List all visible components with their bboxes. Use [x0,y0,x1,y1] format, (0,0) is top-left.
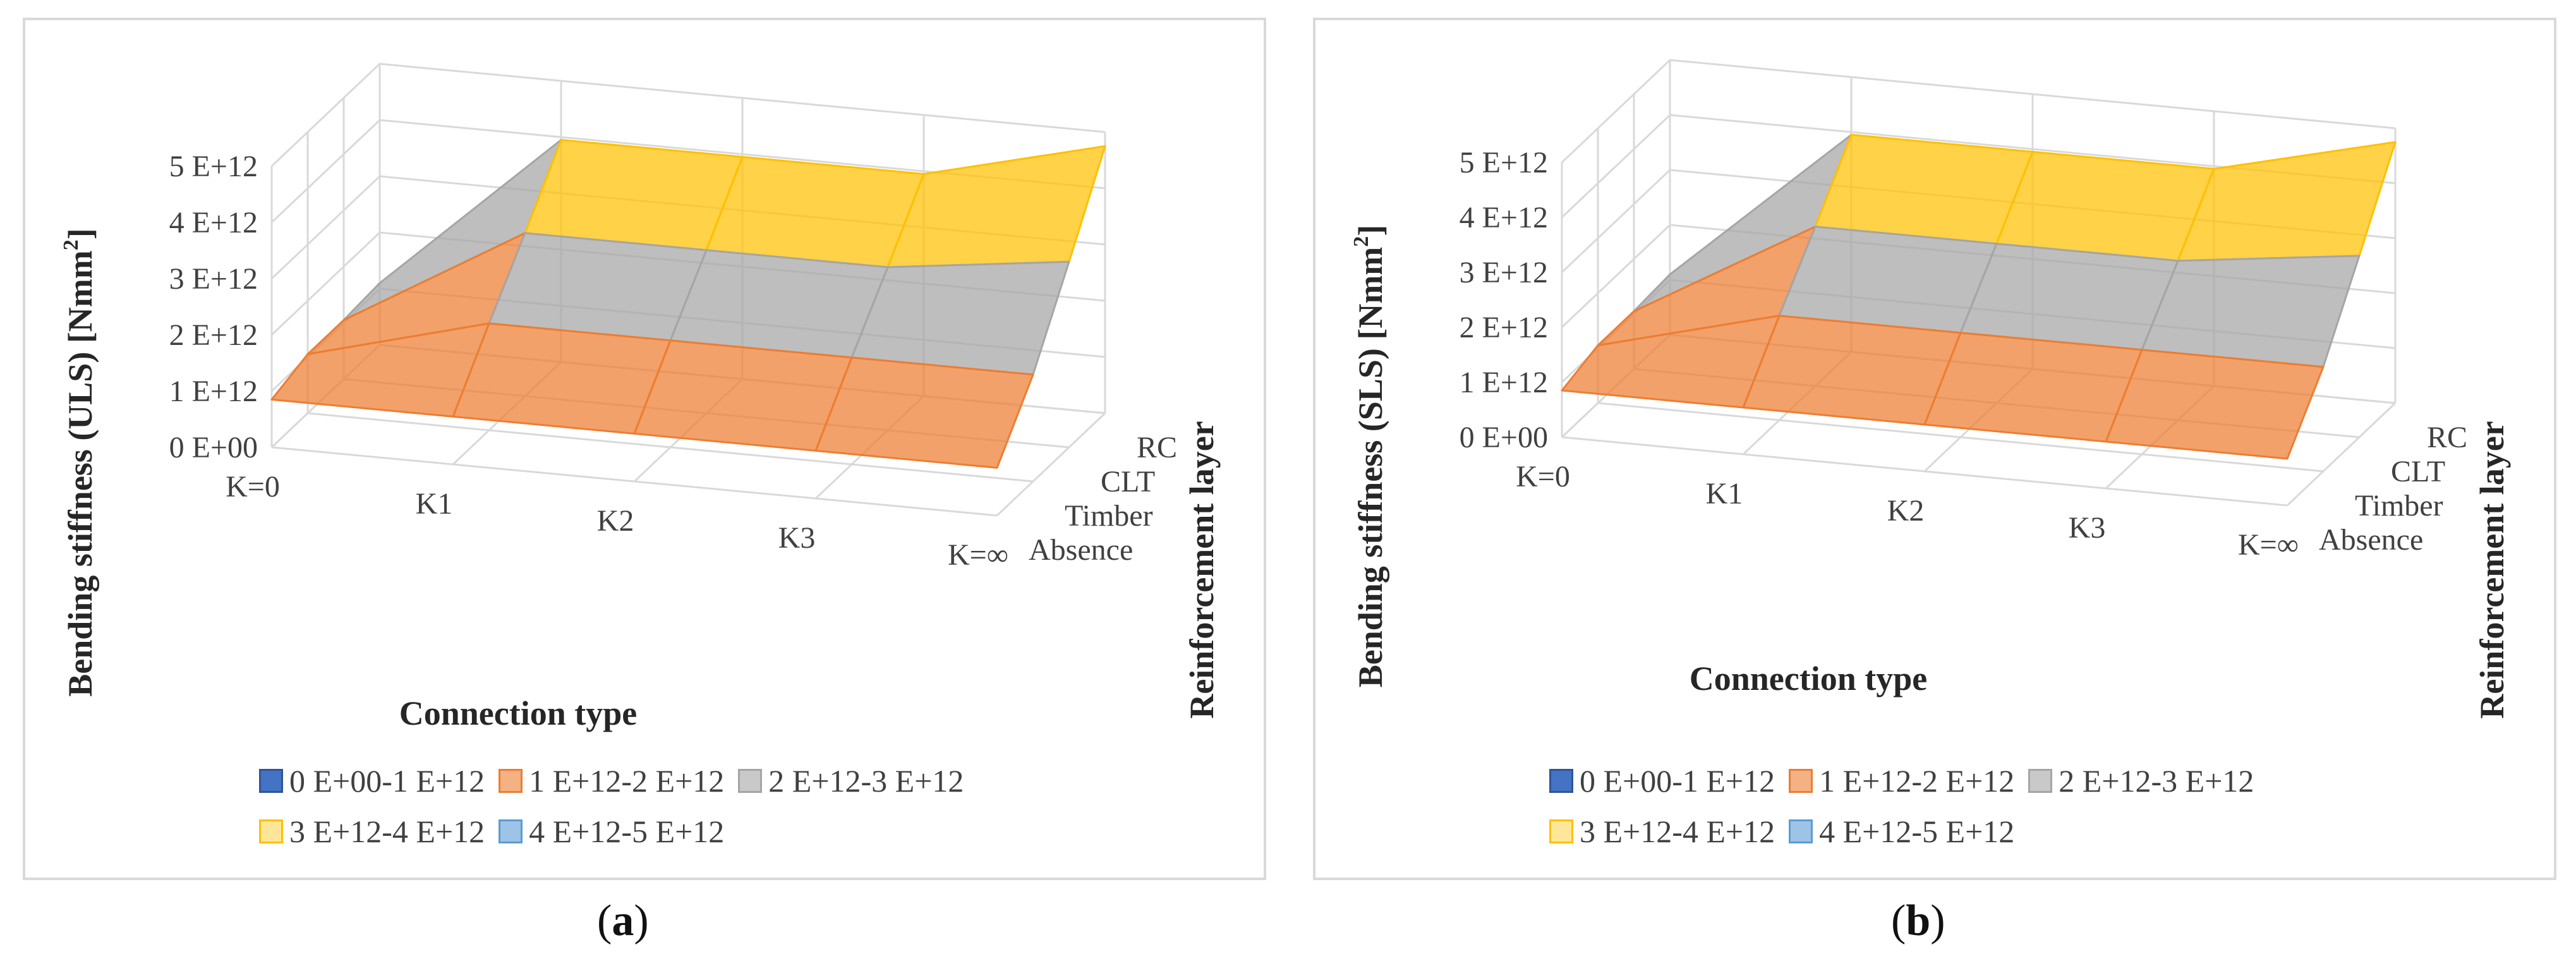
y-tick-label: 1 E+12 [1460,366,1548,399]
x-tick-label: K1 [1706,477,1743,510]
surface-patch [1923,332,2143,443]
y-tick-label: 2 E+12 [169,318,258,352]
legend-item: 3 E+12-4 E+12 [259,813,485,850]
legend-swatch-4 [499,819,523,843]
floor-gridline [1597,402,2324,473]
surface-patch [886,145,1106,269]
legend-item: 4 E+12-5 E+12 [499,813,724,850]
surface-patch [1959,243,2179,351]
legend-swatch-1 [499,769,523,793]
legend-swatch-3 [1549,819,1573,843]
x-axis-title: Connection type [1690,660,1928,697]
x-tick-label: K3 [2069,511,2106,545]
surface-patch [2141,255,2361,368]
caption-b: (b) [1891,897,1945,945]
surface-patch [814,356,1034,469]
z-tick-label: Absence [2319,523,2423,557]
legend-item: 1 E+12-2 E+12 [499,763,724,799]
y-axis-title: Bending stiffness (ULS) [Nmm2] [59,228,99,697]
y-tick-label: 5 E+12 [1460,146,1548,179]
y-tick-label: 2 E+12 [1460,311,1548,344]
z-tick-label: CLT [2391,455,2445,488]
caption-a: (a) [597,897,649,945]
surface-patch [524,138,744,251]
x-tick-label: K2 [597,504,634,538]
z-axis-title: Reinforcement layer [1183,421,1221,718]
x-tick-label: K=0 [226,470,280,504]
surface-patch [669,249,889,359]
x-tick-label: K=0 [1516,460,1570,493]
y-tick-label: 3 E+12 [1460,256,1548,289]
surface-patch [1995,150,2215,262]
floor-gridline [271,446,998,517]
surface-patch [2105,349,2325,460]
y-axis-title: Bending stiffness (SLS) [Nmm2] [1350,225,1389,688]
surface-patch [2177,141,2397,262]
legend-swatch-0 [259,769,283,793]
legend-item: 0 E+00-1 E+12 [259,763,485,799]
chart-b-legend: 0 E+00-1 E+12 1 E+12-2 E+12 2 E+12-3 E+1… [1549,763,2268,864]
legend-swatch-2 [738,769,763,793]
legend-swatch-2 [2028,769,2053,793]
chart-a-legend: 0 E+00-1 E+12 1 E+12-2 E+12 2 E+12-3 E+1… [259,763,977,864]
z-tick-label: Timber [1065,499,1153,533]
surface-patch [633,339,853,452]
chart-b-labels: 0 E+00 1 E+12 2 E+12 3 E+12 4 E+12 5 E+12 K=0 K… [1460,146,2467,562]
z-tick-label: RC [1137,431,1177,464]
y-tick-label: 0 E+00 [169,431,258,464]
legend-swatch-0 [1549,769,1573,793]
surface-patch [1814,133,2034,245]
legend-swatch-1 [1789,769,1813,793]
surface-patch [1778,226,1998,334]
chart-a-svg: 0 E+00 1 E+12 2 E+12 3 E+12 4 E+12 5 E+12 K=0 K… [59,63,1221,732]
chart-a-labels: 0 E+00 1 E+12 2 E+12 3 E+12 4 E+12 5 E+12 K=0 K… [169,150,1177,572]
y-tick-label: 0 E+00 [1460,421,1548,454]
surface-patch [705,155,925,269]
legend-item: 0 E+00-1 E+12 [1549,763,1775,799]
floor-gridline [1561,436,2288,507]
legend-swatch-3 [259,819,283,843]
floor-gridline [996,412,1106,517]
y-tick-label: 3 E+12 [169,262,258,296]
chart-a-surface [270,138,1106,469]
x-tick-label: K3 [778,521,816,555]
z-tick-label: CLT [1101,465,1155,498]
x-tick-label: K1 [416,487,453,521]
floor-gridline [307,412,1034,483]
x-tick-label: K2 [1887,494,1925,528]
z-tick-label: RC [2427,421,2467,454]
x-tick-label: K=∞ [948,538,1008,572]
z-axis-title: Reinforcement layer [2473,421,2511,718]
y-tick-label: 4 E+12 [1460,201,1548,234]
surface-patch [488,232,708,342]
y-gridline [270,63,1106,167]
surface-patch [1742,315,1962,426]
legend-item: 2 E+12-3 E+12 [738,763,964,799]
legend-item: 3 E+12-4 E+12 [1549,813,1775,850]
legend-item: 2 E+12-3 E+12 [2028,763,2254,799]
surface-patch [850,260,1070,376]
chart-b-surface [1561,133,2397,460]
z-tick-label: Timber [2355,489,2443,522]
y-tick-label: 4 E+12 [169,206,258,239]
legend-item: 1 E+12-2 E+12 [1789,763,2014,799]
floor-gridline [2286,402,2397,507]
chart-panel-b: 0 E+00 1 E+12 2 E+12 3 E+12 4 E+12 5 E+12 K=0 K… [1313,18,2556,880]
y-tick-label: 1 E+12 [169,375,258,408]
chart-b-svg: 0 E+00 1 E+12 2 E+12 3 E+12 4 E+12 5 E+12 K=0 K… [1350,59,2511,719]
legend-item: 4 E+12-5 E+12 [1789,813,2014,850]
x-tick-label: K=∞ [2238,528,2299,562]
z-tick-label: Absence [1029,533,1133,567]
surface-patch [452,322,672,435]
x-axis-title: Connection type [399,694,638,732]
y-tick-label: 5 E+12 [169,150,258,183]
chart-panel-a: 0 E+00 1 E+12 2 E+12 3 E+12 4 E+12 5 E+12 K=0 K… [23,18,1266,880]
legend-swatch-4 [1789,819,1813,843]
